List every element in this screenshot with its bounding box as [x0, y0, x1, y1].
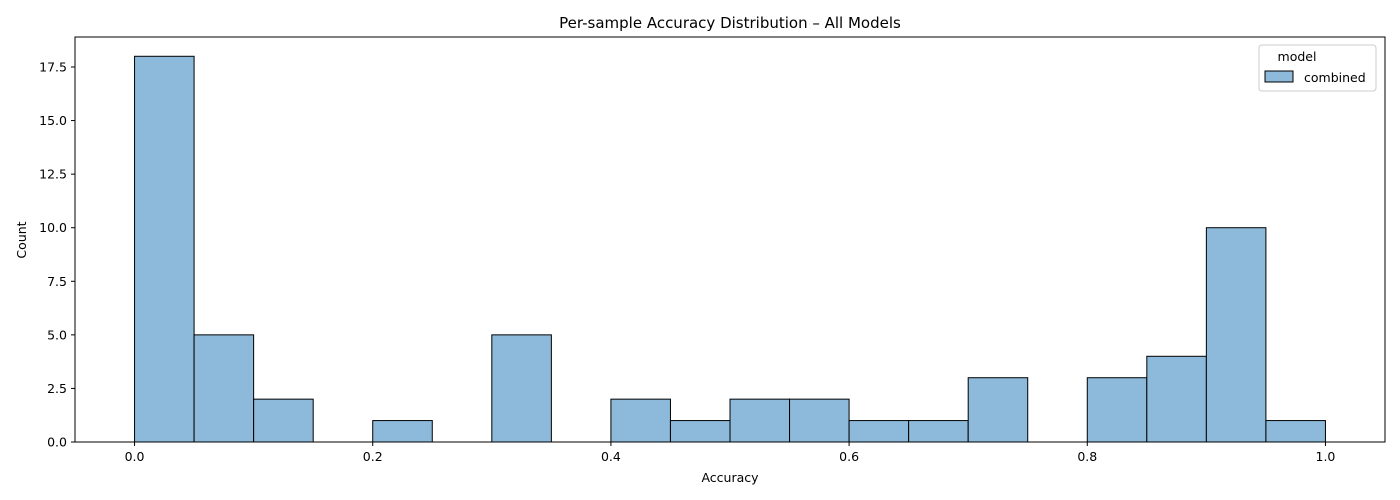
- x-tick-label: 0.0: [125, 449, 145, 464]
- histogram-bar: [134, 55, 195, 443]
- y-axis-label: Count: [14, 221, 29, 258]
- histogram-bar: [789, 398, 850, 443]
- bars-group: [134, 55, 1326, 443]
- histogram-bar: [1086, 377, 1148, 443]
- histogram-bar: [1205, 227, 1267, 443]
- x-axis-ticks: 0.0 0.2 0.4 0.6 0.8 1.0: [125, 442, 1336, 464]
- x-tick-label: 1.0: [1316, 449, 1336, 464]
- y-tick-label: 17.5: [39, 60, 67, 75]
- histogram-bar: [908, 420, 969, 443]
- histogram-bar: [372, 420, 433, 443]
- x-tick-label: 0.2: [363, 449, 383, 464]
- histogram-bar: [669, 420, 731, 443]
- y-tick-label: 12.5: [39, 167, 67, 182]
- histogram-bar: [193, 334, 255, 443]
- legend: model combined: [1258, 44, 1377, 92]
- y-axis-ticks: 0.0 2.5 5.0 7.5 10.0 12.5 15.0 17.5: [39, 60, 75, 450]
- histogram-bar: [1265, 420, 1326, 443]
- plot-frame: [74, 36, 1386, 443]
- chart-title: Per-sample Accuracy Distribution – All M…: [559, 14, 901, 32]
- histogram-bar: [967, 377, 1029, 443]
- y-tick-label: 7.5: [47, 274, 67, 289]
- histogram-bar: [253, 398, 314, 443]
- legend-swatch-combined: [1264, 70, 1294, 83]
- y-tick-label: 5.0: [47, 327, 67, 342]
- y-tick-label: 2.5: [47, 381, 67, 396]
- histogram-bar: [610, 398, 671, 443]
- legend-label-combined: combined: [1304, 70, 1366, 85]
- histogram-bar: [1146, 355, 1207, 443]
- histogram-bar: [729, 398, 791, 443]
- y-tick-label: 0.0: [47, 435, 67, 450]
- histogram-bar: [848, 420, 910, 443]
- y-tick-label: 15.0: [39, 113, 67, 128]
- x-axis-label: Accuracy: [701, 470, 759, 485]
- legend-title: model: [1278, 49, 1317, 64]
- x-tick-label: 0.6: [839, 449, 859, 464]
- x-tick-label: 0.4: [601, 449, 621, 464]
- histogram-bar: [491, 334, 552, 443]
- x-tick-label: 0.8: [1077, 449, 1097, 464]
- y-tick-label: 10.0: [39, 220, 67, 235]
